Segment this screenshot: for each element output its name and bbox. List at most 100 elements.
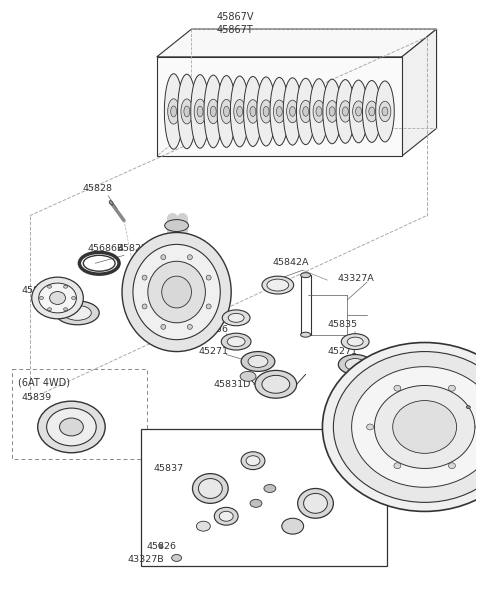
Ellipse shape xyxy=(221,333,251,350)
Ellipse shape xyxy=(32,277,84,319)
Text: 45849T: 45849T xyxy=(437,456,472,465)
Ellipse shape xyxy=(380,431,387,436)
Ellipse shape xyxy=(345,359,365,371)
Ellipse shape xyxy=(39,283,76,313)
Ellipse shape xyxy=(264,485,276,492)
Ellipse shape xyxy=(289,106,296,116)
Ellipse shape xyxy=(476,424,480,430)
Ellipse shape xyxy=(210,106,216,116)
Ellipse shape xyxy=(227,337,245,346)
Ellipse shape xyxy=(162,276,192,308)
Ellipse shape xyxy=(373,382,391,392)
Ellipse shape xyxy=(316,107,322,116)
Ellipse shape xyxy=(206,304,211,309)
Ellipse shape xyxy=(198,479,222,498)
Polygon shape xyxy=(157,57,402,156)
Ellipse shape xyxy=(310,79,328,144)
Ellipse shape xyxy=(72,297,75,300)
Ellipse shape xyxy=(48,285,51,288)
Text: 45822: 45822 xyxy=(325,430,355,439)
Ellipse shape xyxy=(63,285,68,288)
Ellipse shape xyxy=(362,80,381,142)
Ellipse shape xyxy=(246,456,260,466)
Ellipse shape xyxy=(297,78,315,145)
Text: 45840A: 45840A xyxy=(22,285,59,294)
Ellipse shape xyxy=(263,106,269,116)
Text: 45737B: 45737B xyxy=(347,446,384,455)
Ellipse shape xyxy=(287,100,299,123)
Ellipse shape xyxy=(260,100,272,123)
Text: 45822A: 45822A xyxy=(117,244,154,253)
Ellipse shape xyxy=(221,99,232,124)
Ellipse shape xyxy=(350,384,430,450)
Ellipse shape xyxy=(349,80,368,143)
Ellipse shape xyxy=(184,106,190,117)
Text: (6AT 4WD): (6AT 4WD) xyxy=(18,377,70,387)
Ellipse shape xyxy=(374,404,406,430)
Ellipse shape xyxy=(353,101,364,122)
Ellipse shape xyxy=(49,291,65,304)
Ellipse shape xyxy=(448,463,456,469)
Ellipse shape xyxy=(248,356,268,368)
Ellipse shape xyxy=(353,425,371,437)
Ellipse shape xyxy=(274,100,285,123)
Ellipse shape xyxy=(241,452,265,470)
Ellipse shape xyxy=(300,332,311,337)
Ellipse shape xyxy=(347,337,363,346)
Ellipse shape xyxy=(439,413,470,441)
Ellipse shape xyxy=(374,385,475,469)
Ellipse shape xyxy=(148,261,205,323)
Text: 45866: 45866 xyxy=(437,469,467,478)
Text: 45271: 45271 xyxy=(198,347,228,356)
Ellipse shape xyxy=(217,76,236,147)
Text: 45867V: 45867V xyxy=(216,12,254,22)
Ellipse shape xyxy=(56,301,99,325)
Ellipse shape xyxy=(367,424,373,430)
Ellipse shape xyxy=(47,408,96,446)
Text: 45831D: 45831D xyxy=(213,380,251,389)
Ellipse shape xyxy=(262,276,294,294)
Text: 45737B: 45737B xyxy=(38,303,74,313)
Ellipse shape xyxy=(230,76,249,147)
Ellipse shape xyxy=(403,404,410,410)
Text: 45828: 45828 xyxy=(83,184,112,193)
Ellipse shape xyxy=(228,313,244,322)
Ellipse shape xyxy=(394,463,401,469)
Ellipse shape xyxy=(178,74,196,149)
Ellipse shape xyxy=(168,99,180,124)
Ellipse shape xyxy=(237,106,242,116)
Ellipse shape xyxy=(341,334,369,349)
Ellipse shape xyxy=(339,100,351,122)
Ellipse shape xyxy=(282,518,304,534)
Ellipse shape xyxy=(172,554,181,561)
Ellipse shape xyxy=(164,74,183,149)
Ellipse shape xyxy=(336,80,355,143)
Ellipse shape xyxy=(356,107,361,116)
Ellipse shape xyxy=(142,275,147,280)
Ellipse shape xyxy=(60,418,84,436)
Ellipse shape xyxy=(303,106,309,116)
Ellipse shape xyxy=(234,99,246,124)
Ellipse shape xyxy=(448,385,456,391)
Text: 45832: 45832 xyxy=(387,383,417,392)
Ellipse shape xyxy=(360,392,420,442)
Ellipse shape xyxy=(165,220,189,232)
Text: 45842A: 45842A xyxy=(273,258,309,267)
Ellipse shape xyxy=(370,424,376,430)
Ellipse shape xyxy=(403,424,410,430)
Text: 45756: 45756 xyxy=(362,367,392,376)
Ellipse shape xyxy=(366,414,372,420)
Ellipse shape xyxy=(187,324,192,329)
Ellipse shape xyxy=(369,107,375,116)
Ellipse shape xyxy=(241,352,275,371)
Ellipse shape xyxy=(440,461,468,480)
Ellipse shape xyxy=(379,101,391,122)
Ellipse shape xyxy=(63,306,91,320)
Text: 45271: 45271 xyxy=(327,347,358,356)
Bar xyxy=(141,429,387,566)
Ellipse shape xyxy=(250,106,256,116)
Ellipse shape xyxy=(255,371,297,398)
Text: 45839: 45839 xyxy=(22,392,52,402)
Ellipse shape xyxy=(313,100,325,122)
Ellipse shape xyxy=(323,79,341,144)
